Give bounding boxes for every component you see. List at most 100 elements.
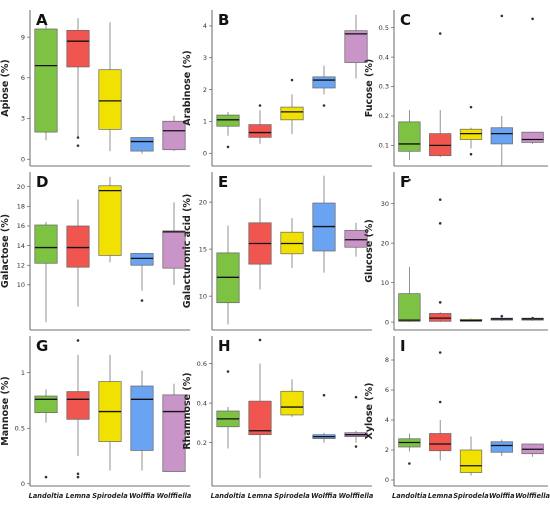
y-tick-label: 3 xyxy=(203,54,207,62)
box-landoltia xyxy=(216,370,240,449)
y-tick-label: 4 xyxy=(203,22,207,30)
box-landoltia xyxy=(398,178,421,323)
outlier-point xyxy=(469,105,473,109)
x-category-label: Wolffia xyxy=(311,492,337,500)
box-spirodela xyxy=(459,105,483,156)
panel-letter: C xyxy=(400,11,411,29)
outlier-point xyxy=(290,78,294,82)
outlier-point xyxy=(469,152,473,156)
panel-C: 0.1 0.2 0.3 0.4 0.5 Fucose (%) C xyxy=(364,10,548,167)
x-category-label: Wolffiella xyxy=(515,492,550,500)
box-iqr xyxy=(34,395,58,414)
box-iqr xyxy=(344,229,368,248)
y-tick-label: 0.4 xyxy=(197,399,207,407)
panel-letter: E xyxy=(218,173,228,191)
box-lemna xyxy=(248,198,272,290)
y-tick-label: 8 xyxy=(385,356,389,364)
outlier-point xyxy=(258,104,262,107)
box-iqr xyxy=(66,29,90,68)
box-iqr xyxy=(398,121,421,152)
box-landoltia xyxy=(398,433,421,465)
panel-letter: D xyxy=(36,173,48,191)
panel-A: 0 3 6 9 Apiose (%) A xyxy=(0,10,190,167)
outlier-point xyxy=(76,475,80,479)
box-iqr xyxy=(344,30,368,63)
x-category-label: Wolffia xyxy=(129,492,155,500)
box-spirodela xyxy=(280,78,304,135)
box-wolffiella xyxy=(521,443,544,457)
panel-letter: G xyxy=(36,337,48,355)
box-spirodela xyxy=(459,318,483,322)
box-lemna xyxy=(248,338,272,479)
box-iqr xyxy=(216,114,240,127)
box-iqr xyxy=(429,133,452,157)
y-tick-label: 9 xyxy=(21,33,25,41)
y-tick-label: 10 xyxy=(381,279,389,287)
y-tick-label: 4 xyxy=(385,416,389,424)
y-tick-label: 6 xyxy=(21,74,25,82)
box-lemna xyxy=(248,104,272,144)
box-iqr xyxy=(130,253,154,266)
box-iqr xyxy=(130,385,154,451)
box-iqr xyxy=(66,391,90,420)
x-category-label: Spirodela xyxy=(274,492,310,500)
panel-letter: H xyxy=(218,337,231,355)
panel-letter: B xyxy=(218,11,229,29)
outlier-point xyxy=(44,475,48,479)
box-wolffiella xyxy=(344,395,368,448)
y-tick-label: 20 xyxy=(199,198,207,206)
box-wolffia xyxy=(312,175,336,273)
y-tick-label: 20 xyxy=(381,239,389,247)
y-tick-label: 0 xyxy=(21,155,25,163)
outlier-point xyxy=(354,445,358,448)
y-axis-title: Galacturonic acid (%) xyxy=(182,194,193,309)
box-landoltia xyxy=(216,225,240,325)
box-iqr xyxy=(429,313,452,322)
y-tick-label: 1 xyxy=(203,118,207,126)
x-category-label: Lemna xyxy=(66,492,91,500)
box-iqr xyxy=(312,76,336,89)
y-axis-title: Arabinose (%) xyxy=(182,50,193,125)
panel-letter: A xyxy=(36,11,48,29)
y-axis-title: Galactose (%) xyxy=(0,214,11,288)
y-tick-label: 16 xyxy=(17,222,25,230)
x-category-label: Lemna xyxy=(248,492,273,500)
box-spirodela xyxy=(98,354,122,471)
y-tick-label: 20 xyxy=(17,183,25,191)
box-iqr xyxy=(429,433,452,452)
box-iqr xyxy=(98,69,122,130)
box-iqr xyxy=(280,106,304,121)
outlier-point xyxy=(408,462,411,465)
box-spirodela xyxy=(98,176,122,263)
panel-D: 10 12 14 16 18 20 Galactose (%) D xyxy=(0,172,190,331)
y-tick-label: 0.5 xyxy=(15,424,25,432)
box-iqr xyxy=(162,230,186,269)
box-wolffia xyxy=(490,439,513,456)
box-wolffia xyxy=(312,393,336,443)
outlier-point xyxy=(322,104,326,107)
box-iqr xyxy=(34,224,58,264)
outlier-point xyxy=(140,299,144,302)
box-lemna xyxy=(429,198,452,323)
outlier-point xyxy=(531,17,534,21)
panel-F: 0 10 20 30 Glucose (%) F xyxy=(364,172,548,331)
box-spirodela xyxy=(98,22,122,152)
outlier-point xyxy=(354,395,358,399)
box-wolffiella xyxy=(344,222,368,257)
panel-letter: F xyxy=(400,173,410,191)
outlier-point xyxy=(226,370,230,373)
box-wolffiella xyxy=(162,202,186,285)
box-spirodela xyxy=(280,218,304,268)
box-lemna xyxy=(66,18,90,147)
outlier-point xyxy=(322,393,326,397)
outlier-point xyxy=(531,316,534,320)
x-category-label: Spirodela xyxy=(453,492,489,500)
box-wolffiella xyxy=(162,383,186,472)
y-tick-label: 12 xyxy=(17,261,25,269)
panel-letter: I xyxy=(400,337,406,355)
outlier-point xyxy=(438,351,442,354)
box-landoltia xyxy=(34,24,58,141)
box-landoltia xyxy=(34,222,58,323)
